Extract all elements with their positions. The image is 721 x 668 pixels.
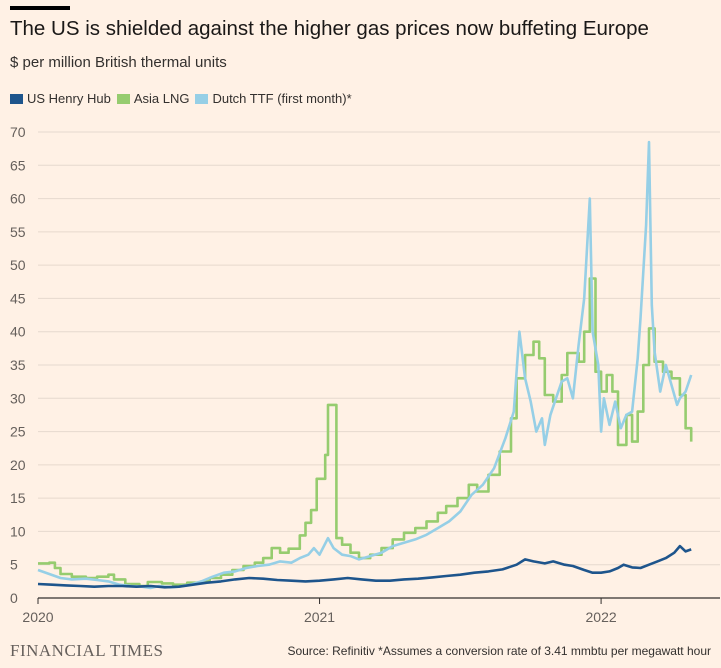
y-tick-label-30: 30 <box>10 390 26 406</box>
series-line-asia-lng <box>38 277 693 588</box>
y-tick-label-45: 45 <box>10 290 26 306</box>
legend-swatch-asia-lng <box>116 93 130 104</box>
legend-swatch-henry-hub <box>10 93 23 104</box>
y-tick-label-35: 35 <box>10 357 26 373</box>
y-tick-label-20: 20 <box>10 457 26 473</box>
legend-swatch-dutch-ttf <box>195 93 209 104</box>
ft-logo: FINANCIAL TIMES <box>10 641 164 660</box>
y-tick-label-65: 65 <box>10 157 26 173</box>
brand-bar <box>10 6 70 10</box>
y-tick-label-40: 40 <box>10 324 26 340</box>
y-tick-label-15: 15 <box>10 490 26 506</box>
y-tick-label-60: 60 <box>10 191 26 207</box>
chart-title: The US is shielded against the higher ga… <box>10 17 649 40</box>
legend-item-asia-lng: Asia LNG <box>116 91 190 106</box>
legend-label-henry-hub: US Henry Hub <box>27 91 111 106</box>
y-tick-label-70: 70 <box>10 124 26 140</box>
x-tick-label-2021: 2021 <box>304 609 335 625</box>
series-line-us-henry-hub <box>37 544 692 589</box>
legend-label-dutch-ttf: Dutch TTF (first month)* <box>212 91 352 106</box>
y-tick-label-0: 0 <box>10 590 18 606</box>
x-tick-label-2020: 2020 <box>22 609 53 625</box>
legend-label-asia-lng: Asia LNG <box>133 91 190 106</box>
source-note: Source: Refinitiv *Assumes a conversion … <box>287 644 711 658</box>
legend: US Henry Hub Asia LNG Dutch TTF (first m… <box>10 91 358 106</box>
legend-item-dutch-ttf: Dutch TTF (first month)* <box>195 91 352 106</box>
y-tick-label-5: 5 <box>10 557 18 573</box>
y-tick-label-55: 55 <box>10 224 26 240</box>
x-tick-label-2022: 2022 <box>586 609 617 625</box>
chart-subtitle: $ per million British thermal units <box>10 54 227 71</box>
y-tick-label-50: 50 <box>10 257 26 273</box>
y-tick-label-10: 10 <box>10 523 26 539</box>
legend-item-henry-hub: US Henry Hub <box>10 91 111 106</box>
y-tick-label-25: 25 <box>10 424 26 440</box>
